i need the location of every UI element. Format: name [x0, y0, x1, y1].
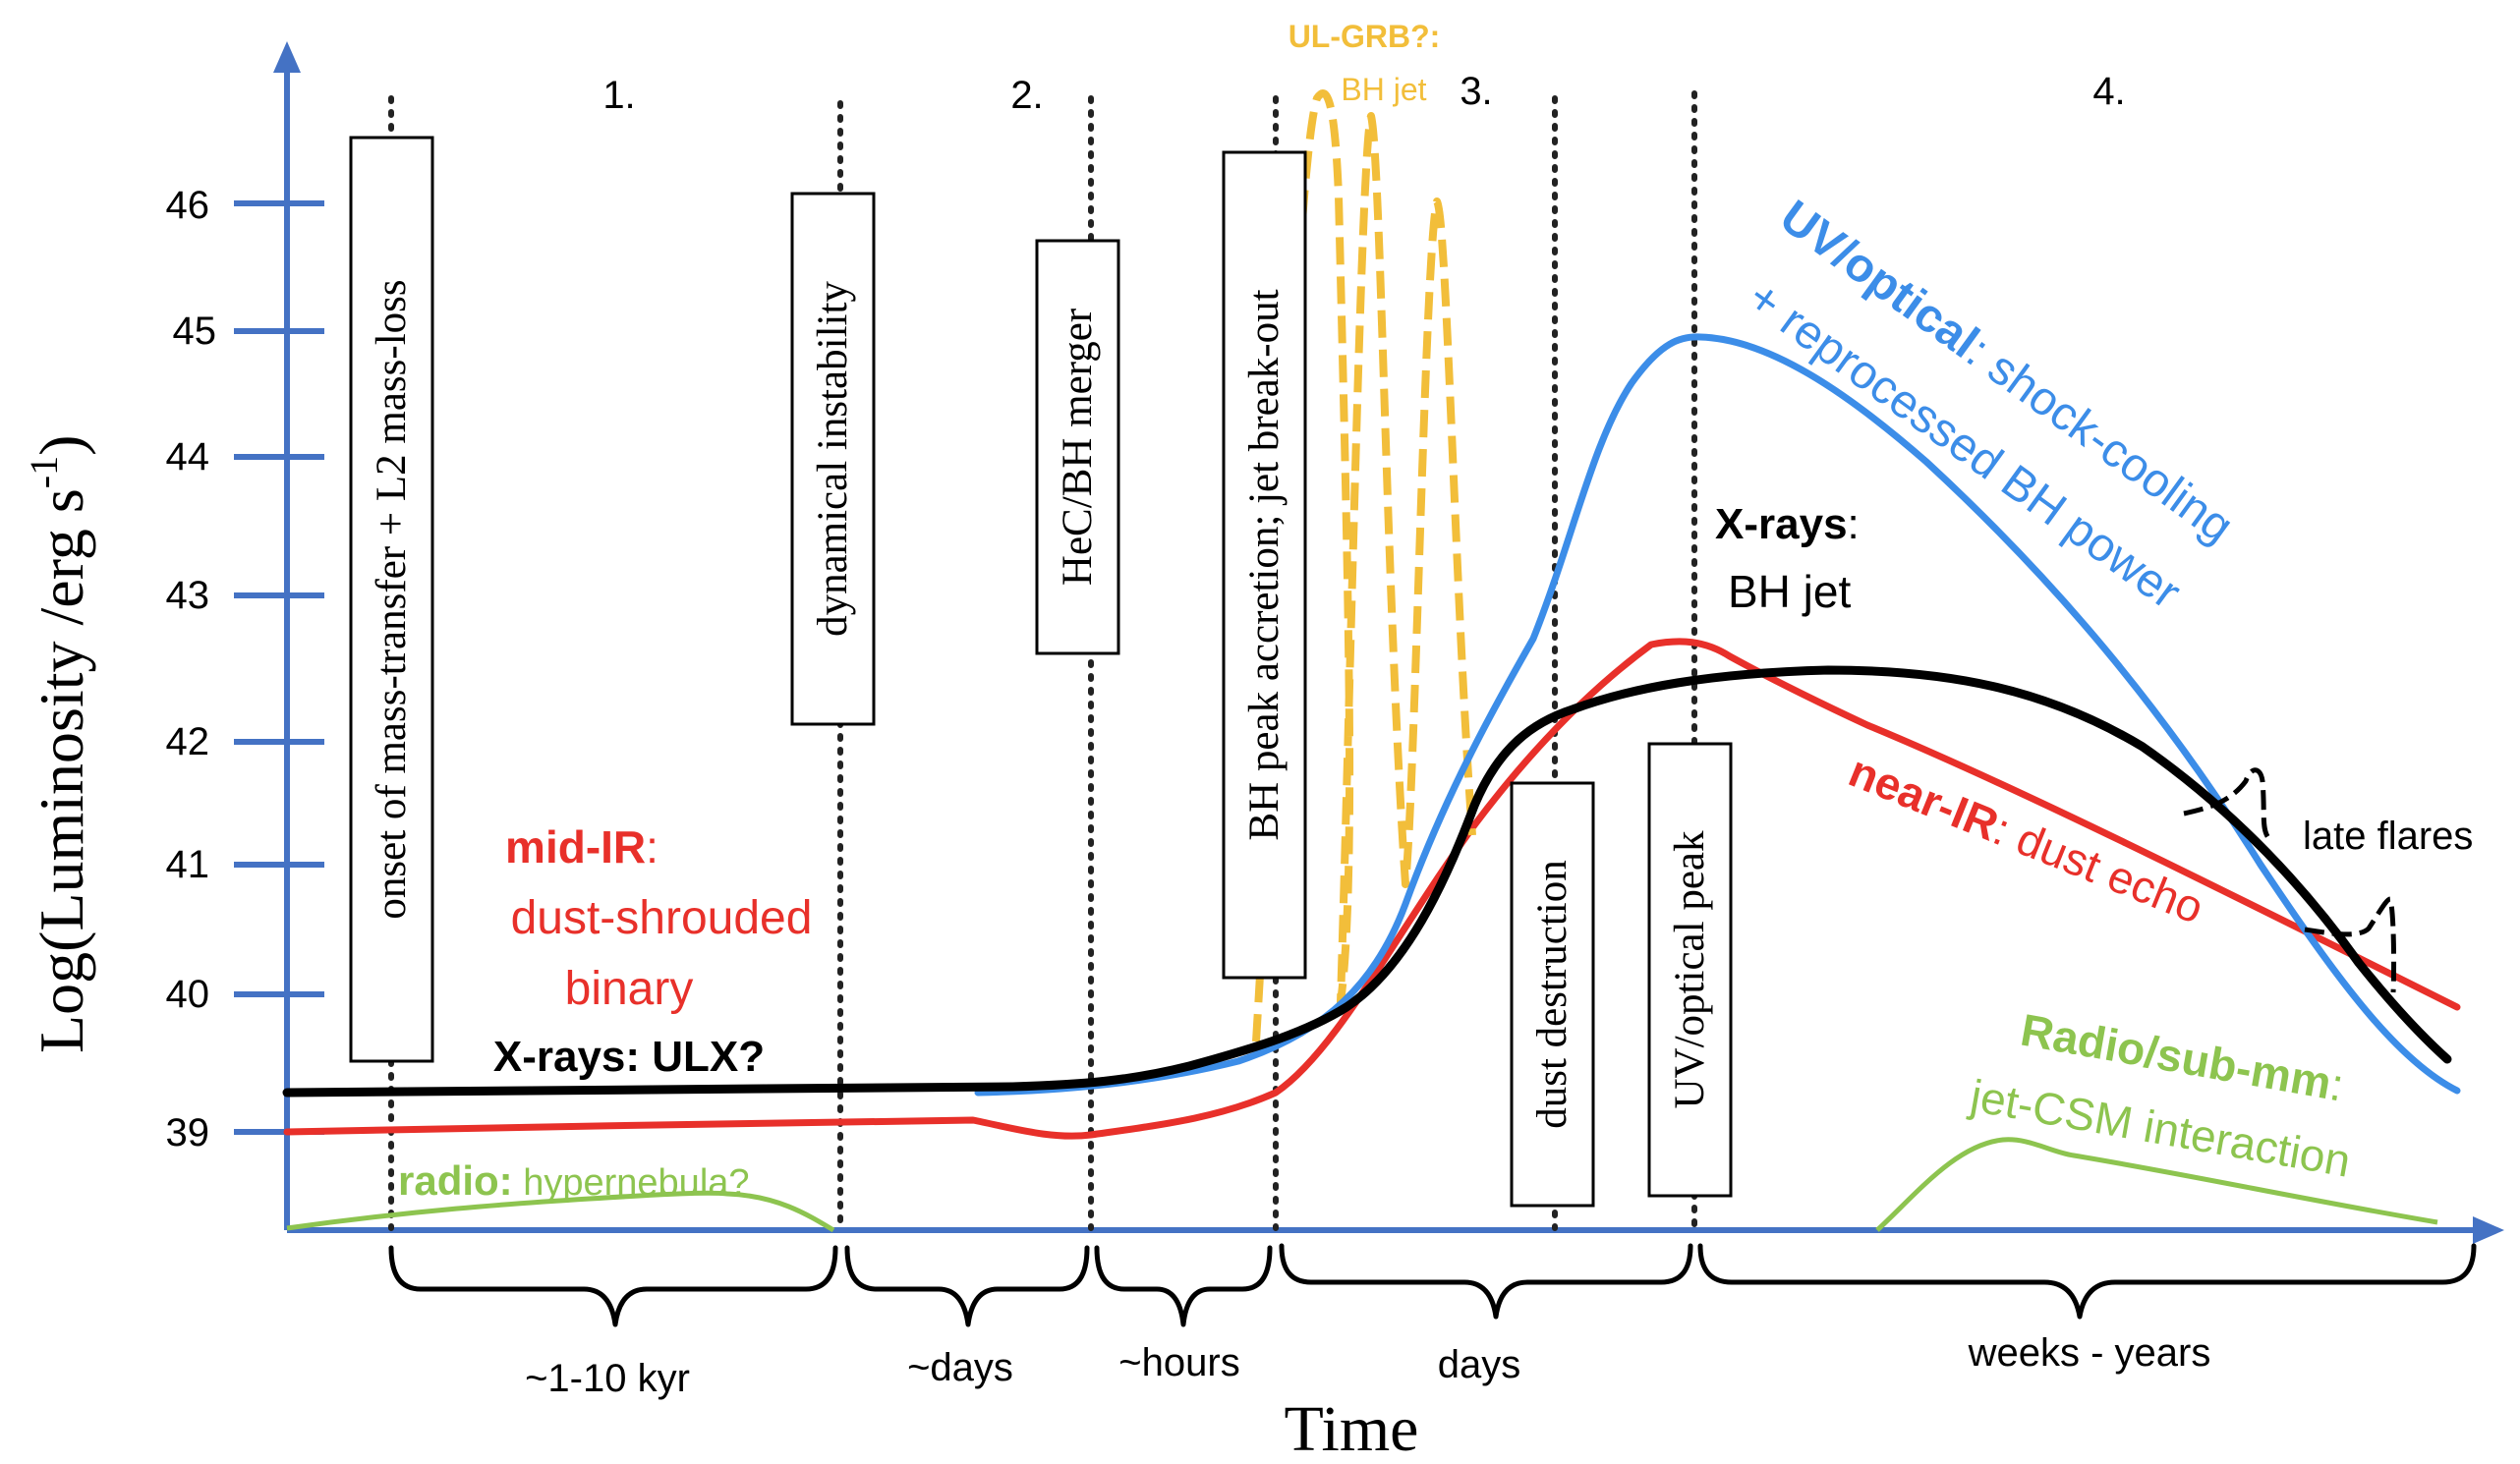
y-tick-label: 46 — [166, 184, 210, 227]
brace-3 — [1094, 1245, 1273, 1327]
duration-label: days — [1438, 1343, 1521, 1386]
late-flares-label: late flares — [2303, 815, 2473, 858]
y-tick-label: 40 — [166, 973, 210, 1016]
y-axis-title: Log(Luminosity /erg s-1) — [22, 435, 96, 1053]
brace-1 — [388, 1245, 838, 1327]
xray-ulx-label: X-rays: ULX? — [493, 1033, 765, 1081]
y-tick-label: 39 — [166, 1111, 210, 1154]
event-label-instability: dynamical instability — [810, 281, 856, 637]
brace-4 — [1279, 1243, 1693, 1320]
y-tick-label: 44 — [166, 435, 210, 479]
event-box-peak-accretion: BH peak accretion; jet break-out — [1222, 150, 1307, 980]
brace-2 — [844, 1245, 1090, 1327]
stage-label-2: 2. — [1010, 74, 1043, 117]
y-axis-ticks — [234, 200, 324, 1135]
duration-label: ~days — [907, 1346, 1013, 1389]
event-label-dust-destruction: dust destruction — [1529, 860, 1575, 1129]
brace-5 — [1697, 1243, 2477, 1320]
radio-hypernebula-label: radio: hypernebula? — [398, 1157, 750, 1204]
y-axis-arrow-icon — [273, 41, 301, 73]
svg-text:binary: binary — [565, 963, 694, 1015]
svg-text:mid-IR:: mid-IR: — [505, 821, 659, 873]
uv-optical-label: UV/optical: shock-cooling + reprocessed … — [1739, 191, 2243, 619]
svg-text:BH jet: BH jet — [1728, 566, 1851, 617]
x-axis: Time — [287, 1216, 2504, 1464]
duration-braces — [388, 1243, 2477, 1327]
xray-jet-label: X-rays: BH jet — [1715, 500, 1860, 617]
event-label-peak-accretion: BH peak accretion; jet break-out — [1241, 289, 1288, 840]
svg-text:BH jet: BH jet — [1341, 72, 1426, 107]
duration-label: ~hours — [1118, 1341, 1239, 1384]
event-box-uv-peak: UV/optical peak — [1647, 742, 1733, 1198]
y-tick-label: 41 — [166, 843, 210, 886]
x-axis-title: Time — [1285, 1393, 1419, 1464]
stage-label-4: 4. — [2092, 70, 2125, 113]
radio-submm-curve — [1875, 1137, 2438, 1232]
duration-label: weeks - years — [1968, 1331, 2211, 1375]
svg-text:UL-GRB?:: UL-GRB?: — [1289, 19, 1441, 54]
event-box-merger: HeC/BH merger — [1035, 239, 1120, 655]
y-tick-label: 45 — [173, 310, 217, 353]
late-flares-curve — [2183, 767, 2272, 842]
duration-label: ~1-10 kyr — [525, 1357, 690, 1400]
near-ir-label: near-IR: dust echo — [1842, 745, 2210, 933]
y-axis: 46 45 44 43 42 41 40 39 Log(Luminosity /… — [22, 41, 324, 1230]
ul-grb-curve — [1252, 89, 1476, 1042]
radio-hypernebula-curve — [286, 1190, 835, 1233]
radio-submm-label: Radio/sub-mm: jet-CSM interaction — [1965, 1004, 2354, 1187]
event-box-dust-destruction: dust destruction — [1510, 781, 1595, 1208]
stage-label-1: 1. — [602, 74, 635, 117]
mid-ir-label: mid-IR: dust-shrouded binary — [505, 821, 812, 1015]
event-box-mass-transfer: onset of mass-transfer + L2 mass-loss — [349, 136, 434, 1063]
y-tick-label: 42 — [166, 720, 210, 763]
y-tick-label: 43 — [166, 574, 210, 617]
late-flares-curve — [2304, 896, 2397, 993]
svg-text:dust-shrouded: dust-shrouded — [511, 892, 813, 944]
x-axis-arrow-icon — [2473, 1216, 2504, 1244]
event-label-merger: HeC/BH merger — [1055, 309, 1101, 586]
event-box-instability: dynamical instability — [790, 192, 876, 726]
svg-text:X-rays:: X-rays: — [1715, 500, 1860, 548]
stage-label-3: 3. — [1460, 70, 1492, 113]
event-label-uv-peak: UV/optical peak — [1667, 830, 1713, 1108]
ul-grb-label: UL-GRB?: BH jet — [1289, 19, 1441, 107]
event-label-mass-transfer: onset of mass-transfer + L2 mass-loss — [369, 279, 415, 919]
